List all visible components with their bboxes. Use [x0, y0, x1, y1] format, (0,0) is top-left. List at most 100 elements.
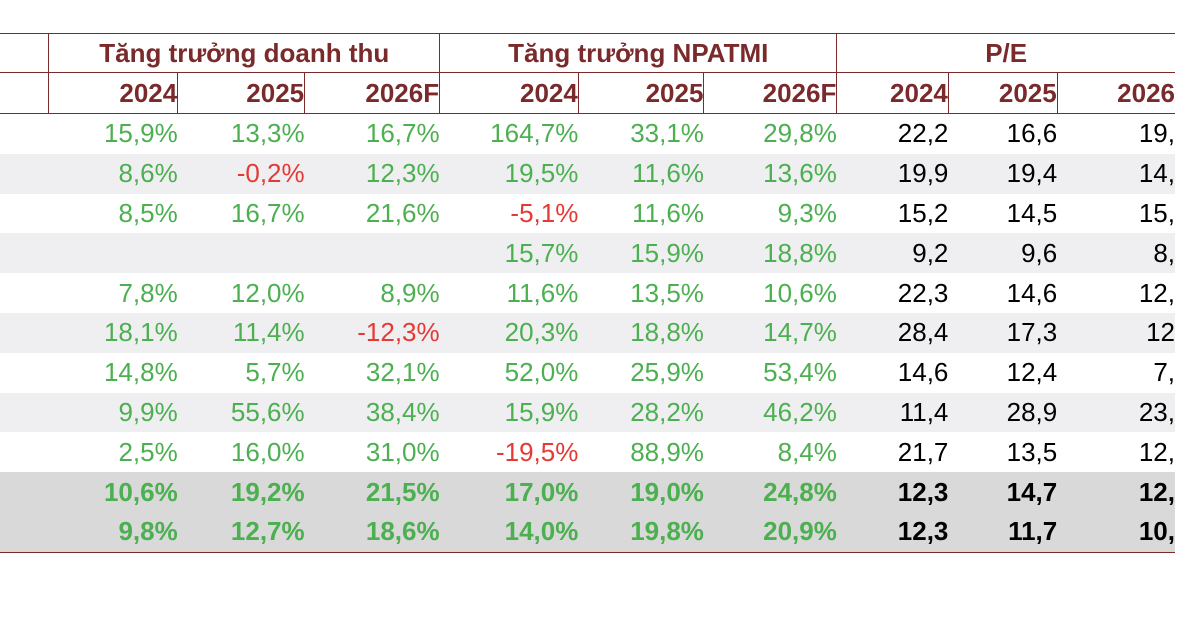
npatmi-growth-cell: 28,2% [578, 392, 704, 433]
table-row: 18,1% 11,4% -12,3% 20,3% 18,8% 14,7% 28,4 17,3 1… [0, 312, 1175, 353]
revenue-growth-cell: 16,7% [230, 197, 305, 228]
npatmi-growth-header: Tăng trưởng NPATMI [439, 33, 838, 73]
revenue-growth-cell: 7,8% [118, 277, 178, 308]
row-label: ếu [0, 114, 49, 154]
npatmi-growth-cell: 11,6% [632, 197, 704, 228]
pe-cell: 28,9 [948, 392, 1058, 433]
corner-header-cell [0, 33, 50, 73]
pe-cell: 12,4 [1006, 357, 1058, 388]
npatmi-growth-cell: 14,0% [439, 511, 579, 553]
npatmi-growth-cell: 88,9% [630, 436, 704, 467]
pe-cell: 14, [1057, 153, 1175, 194]
npatmi-growth-cell: -5,1% [510, 197, 579, 228]
npatmi-growth-cell: 18,8% [703, 233, 837, 274]
row-label [0, 353, 49, 393]
pe-cell: 16,6 [1006, 118, 1058, 149]
npatmi-growth-cell: 19,5% [439, 153, 579, 194]
pe-cell: 9,2 [836, 233, 949, 274]
revenue-growth-cell [177, 233, 305, 274]
revenue-growth-cell: 8,5% [118, 197, 178, 228]
npatmi-growth-cell: 18,8% [578, 312, 704, 353]
npatmi-growth-cell: 14,7% [703, 312, 837, 353]
npatmi-growth-cell: 46,2% [703, 392, 837, 433]
pe-cell: 12 [1057, 312, 1175, 353]
group-header-row: Tăng trưởng doanh thu Tăng trưởng NPATMI… [0, 33, 1175, 73]
table-row: 9,8% 12,7% 18,6% 14,0% 19,8% 20,9% 12,3 11,7 10, [0, 511, 1175, 553]
table-row: 10,6% 19,2% 21,5% 17,0% 19,0% 24,8% 12,3 14,7 12… [0, 472, 1175, 512]
revenue-growth-cell: 5,7% [245, 357, 305, 388]
revenue-growth-cell: 55,6% [177, 392, 305, 433]
npatmi-growth-cell: 15,7% [439, 233, 579, 274]
revenue-growth-cell: -0,2% [177, 153, 305, 194]
pe-cell: 22,2 [897, 118, 949, 149]
npatmi-growth-cell: 8,4% [777, 436, 837, 467]
revenue-growth-cell: 9,8% [48, 511, 178, 553]
npatmi-growth-cell: -19,5% [495, 436, 579, 467]
year-header: 2025 [578, 72, 705, 114]
row-label [0, 273, 49, 313]
npatmi-growth-cell: 19,8% [578, 511, 704, 553]
pe-cell: 14,7 [948, 472, 1058, 512]
revenue-growth-cell: 12,3% [304, 153, 440, 194]
npatmi-growth-cell: 15,9% [439, 392, 579, 433]
row-label [0, 312, 49, 353]
pe-cell: 15,2 [897, 197, 949, 228]
npatmi-growth-cell: 17,0% [439, 472, 579, 512]
revenue-growth-cell: 18,6% [304, 511, 440, 553]
npatmi-growth-cell: 13,6% [703, 153, 837, 194]
year-header: 2024 [439, 72, 579, 114]
pe-cell: 15, [1138, 197, 1175, 228]
npatmi-growth-cell: 29,8% [763, 118, 837, 149]
pe-cell: 14,5 [1006, 197, 1058, 228]
pe-cell: 12, [1138, 277, 1175, 308]
revenue-growth-cell: 32,1% [365, 357, 440, 388]
revenue-growth-cell: 16,7% [365, 118, 440, 149]
year-header: 2024 [48, 72, 179, 114]
table-row: 7,8% 12,0% 8,9% 11,6% 13,5% 10,6% 22,3 14,6 12, [0, 273, 1175, 313]
year-header: 2026 [1057, 72, 1175, 114]
pe-cell: 12,3 [836, 472, 949, 512]
revenue-growth-cell: 12,0% [230, 277, 305, 308]
revenue-growth-cell: 12,7% [177, 511, 305, 553]
npatmi-growth-cell: 24,8% [703, 472, 837, 512]
revenue-growth-cell [48, 233, 178, 274]
pe-header: P/E [836, 33, 1175, 73]
revenue-growth-cell: 8,6% [48, 153, 178, 194]
npatmi-growth-cell: 19,0% [578, 472, 704, 512]
pe-cell: 19,9 [836, 153, 949, 194]
table-row: 8,6% -0,2% 12,3% 19,5% 11,6% 13,6% 19,9 19,4 14, [0, 153, 1175, 194]
year-header: 2026F [703, 72, 838, 114]
year-header: 2025 [177, 72, 306, 114]
pe-cell: 11,7 [948, 511, 1058, 553]
pe-cell: 12, [1138, 436, 1175, 467]
pe-cell: 21,7 [897, 436, 949, 467]
revenue-growth-cell: 9,9% [48, 392, 178, 433]
pe-cell: 19, [1138, 118, 1175, 149]
row-label [0, 233, 49, 274]
pe-cell: 23, [1057, 392, 1175, 433]
pe-cell: 14,6 [1006, 277, 1058, 308]
year-header-row: 2024 2025 2026F 2024 2025 2026F 2024 202… [0, 72, 1175, 114]
table-body: ếu 15,9% 13,3% 16,7% 164,7% 33,1% 29,8% 22,2 16,… [0, 114, 1175, 553]
npatmi-growth-cell: 20,3% [439, 312, 579, 353]
pe-cell: 28,4 [836, 312, 949, 353]
revenue-growth-cell: 18,1% [48, 312, 178, 353]
row-label [0, 472, 49, 512]
npatmi-growth-cell: 52,0% [504, 357, 579, 388]
table-row: 2,5% 16,0% 31,0% -19,5% 88,9% 8,4% 21,7 13,5 12, [0, 432, 1175, 472]
npatmi-growth-cell: 53,4% [763, 357, 837, 388]
revenue-growth-cell: 11,4% [177, 312, 305, 353]
pe-cell: 11,4 [836, 392, 949, 433]
row-label [0, 432, 49, 472]
npatmi-growth-cell: 164,7% [490, 118, 579, 149]
table-row: 9,9% 55,6% 38,4% 15,9% 28,2% 46,2% 11,4 28,9 23, [0, 392, 1175, 433]
npatmi-growth-cell: 9,3% [777, 197, 837, 228]
npatmi-growth-cell: 10,6% [763, 277, 837, 308]
pe-cell: 17,3 [948, 312, 1058, 353]
revenue-growth-cell: 15,9% [103, 118, 178, 149]
revenue-growth-cell: 21,5% [304, 472, 440, 512]
npatmi-growth-cell: 33,1% [630, 118, 704, 149]
corner-header-cell [0, 72, 50, 114]
table-row: 15,7% 15,9% 18,8% 9,2 9,6 8, [0, 233, 1175, 274]
pe-cell: 19,4 [948, 153, 1058, 194]
